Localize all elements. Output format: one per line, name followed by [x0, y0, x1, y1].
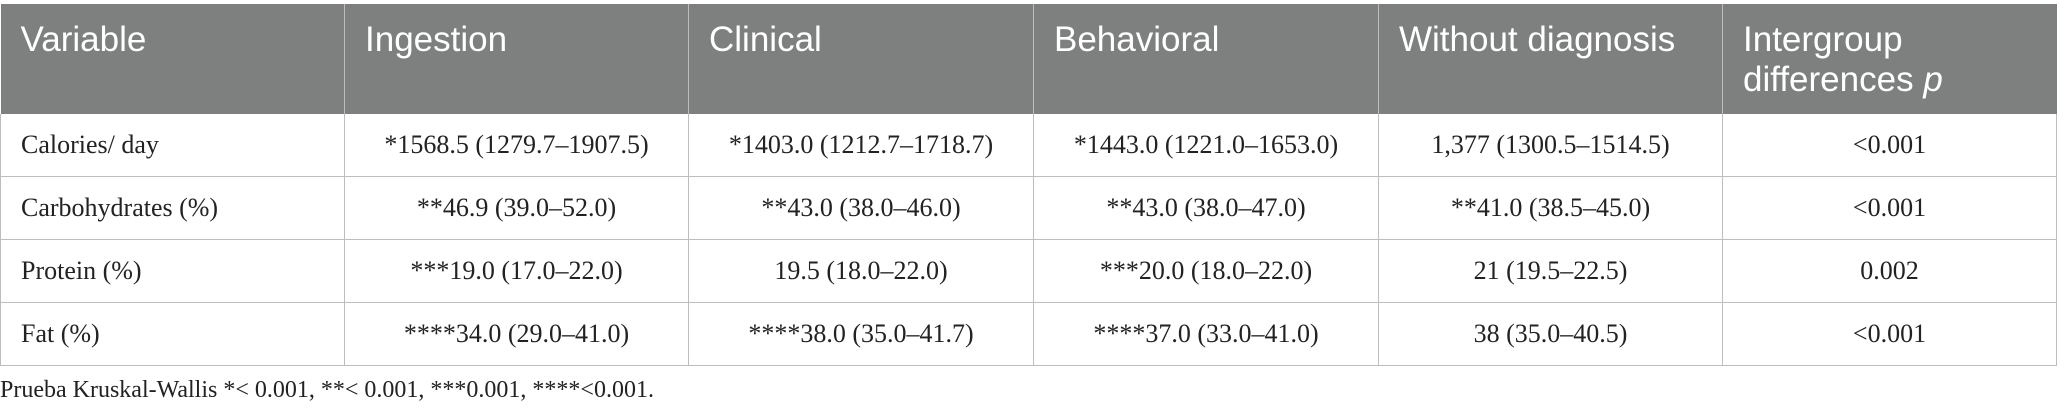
cell-ingestion: **46.9 (39.0–52.0) — [344, 176, 689, 240]
cell-p-value: 0.002 — [1722, 239, 2057, 303]
cell-without-diagnosis: 38 (35.0–40.5) — [1378, 302, 1723, 366]
cell-behavioral: ***20.0 (18.0–22.0) — [1033, 239, 1379, 303]
cell-p-value: <0.001 — [1722, 176, 2057, 240]
cell-ingestion: *1568.5 (1279.7–1907.5) — [344, 114, 689, 177]
cell-clinical: ****38.0 (35.0–41.7) — [688, 302, 1034, 366]
table-row: Protein (%) ***19.0 (17.0–22.0) 19.5 (18… — [0, 239, 2057, 303]
cell-ingestion: ****34.0 (29.0–41.0) — [344, 302, 689, 366]
cell-clinical: 19.5 (18.0–22.0) — [688, 239, 1034, 303]
row-label: Fat (%) — [0, 302, 345, 366]
row-label: Protein (%) — [0, 239, 345, 303]
header-ingestion: Ingestion — [344, 4, 689, 114]
results-table-container: Variable Ingestion Clinical Behavioral W… — [0, 4, 2057, 366]
header-clinical: Clinical — [688, 4, 1034, 114]
header-variable: Variable — [0, 4, 345, 114]
table-header-row: Variable Ingestion Clinical Behavioral W… — [0, 4, 2057, 114]
header-without-diagnosis: Without diagnosis — [1378, 4, 1723, 114]
header-behavioral: Behavioral — [1033, 4, 1379, 114]
header-intergroup-differences: Intergroup differences p — [1722, 4, 2057, 114]
cell-behavioral: *1443.0 (1221.0–1653.0) — [1033, 114, 1379, 177]
table-row: Calories/ day *1568.5 (1279.7–1907.5) *1… — [0, 114, 2057, 177]
cell-without-diagnosis: **41.0 (38.5–45.0) — [1378, 176, 1723, 240]
cell-p-value: <0.001 — [1722, 114, 2057, 177]
cell-p-value: <0.001 — [1722, 302, 2057, 366]
cell-behavioral: ****37.0 (33.0–41.0) — [1033, 302, 1379, 366]
table-row: Carbohydrates (%) **46.9 (39.0–52.0) **4… — [0, 176, 2057, 240]
table-footnote: Prueba Kruskal-Wallis *< 0.001, **< 0.00… — [0, 377, 654, 403]
row-label: Calories/ day — [0, 114, 345, 177]
cell-without-diagnosis: 1,377 (1300.5–1514.5) — [1378, 114, 1723, 177]
cell-ingestion: ***19.0 (17.0–22.0) — [344, 239, 689, 303]
cell-without-diagnosis: 21 (19.5–22.5) — [1378, 239, 1723, 303]
row-label: Carbohydrates (%) — [0, 176, 345, 240]
header-intergroup-label: Intergroup differences — [1743, 20, 1914, 99]
cell-behavioral: **43.0 (38.0–47.0) — [1033, 176, 1379, 240]
results-table: Variable Ingestion Clinical Behavioral W… — [0, 4, 2057, 366]
cell-clinical: **43.0 (38.0–46.0) — [688, 176, 1034, 240]
table-row: Fat (%) ****34.0 (29.0–41.0) ****38.0 (3… — [0, 302, 2057, 366]
cell-clinical: *1403.0 (1212.7–1718.7) — [688, 114, 1034, 177]
header-p-symbol: p — [1923, 60, 1943, 99]
